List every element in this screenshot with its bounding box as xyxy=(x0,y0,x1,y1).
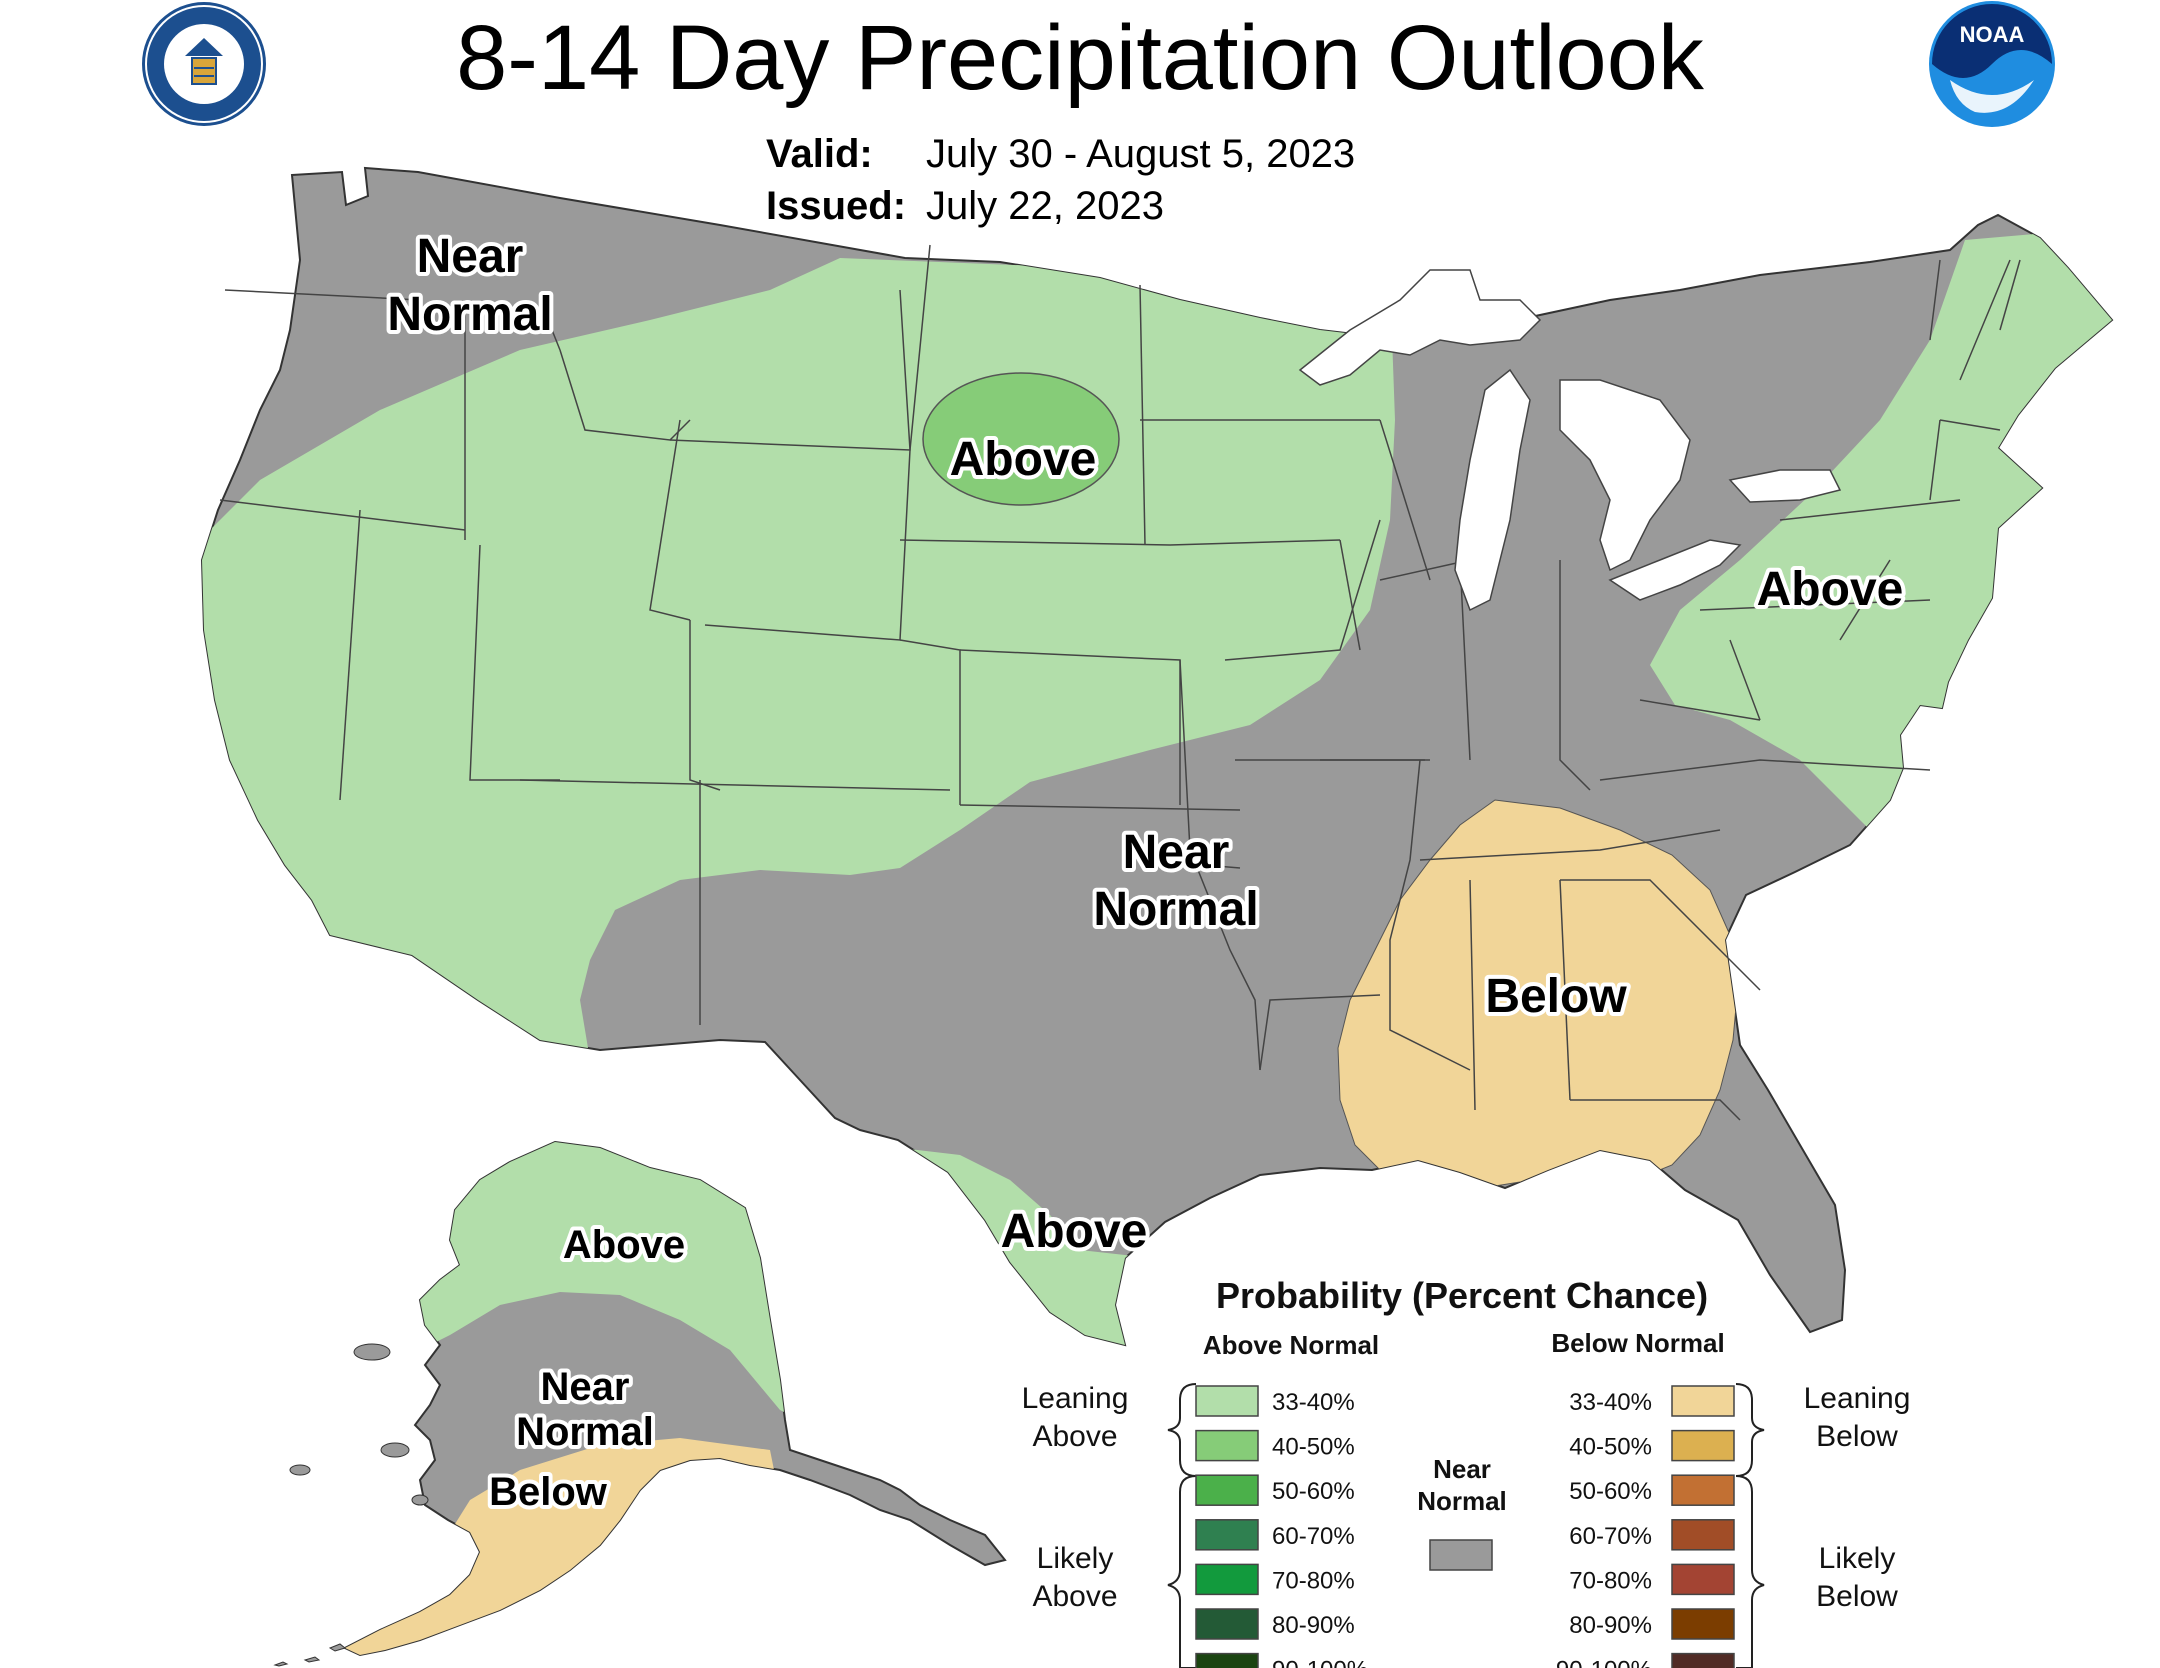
texas-above-label: Above xyxy=(1001,1205,1148,1258)
legend-item-label: 40-50% xyxy=(1272,1434,1355,1461)
nw-near-normal-label: Near xyxy=(417,230,524,283)
legend-swatch xyxy=(1671,1652,1735,1668)
legend-swatch xyxy=(1671,1519,1735,1551)
map-title: 8-14 Day Precipitation Outlook xyxy=(456,7,1704,109)
legend-swatch xyxy=(1671,1608,1735,1640)
near-normal-swatch xyxy=(1429,1539,1493,1571)
plains-above-label: Above xyxy=(950,433,1097,486)
lake-michigan xyxy=(1454,368,1531,612)
alaska-island xyxy=(289,1464,311,1476)
lake-erie xyxy=(1608,539,1742,601)
legend-swatch xyxy=(1195,1608,1259,1640)
legend-item-label: 70-80% xyxy=(1272,1567,1355,1594)
legend-item-label: 90-100% xyxy=(1272,1657,1368,1668)
issued-date: July 22, 2023 xyxy=(926,184,1164,228)
legend-braces xyxy=(1167,1383,1765,1668)
nw-near-normal-label-2: Normal xyxy=(387,288,552,341)
leaning-below-label-2: Below xyxy=(1816,1420,1898,1453)
legend: Probability (Percent Chance) Above Norma… xyxy=(1022,1275,1911,1668)
legend-swatch xyxy=(1195,1563,1259,1596)
alaska-below-label: Below xyxy=(489,1470,608,1514)
legend-swatch xyxy=(1671,1563,1735,1596)
conus-region-labels: Near Normal Above Above Near Normal Belo… xyxy=(383,226,1907,1262)
conus-map: Near Normal Above Above Near Normal Belo… xyxy=(200,166,2114,1347)
issued-row: Issued: July 22, 2023 xyxy=(766,180,1355,232)
legend-item-label: 60-70% xyxy=(1569,1523,1652,1550)
below-legend-items: 33-40% 40-50% 50-60% 60-70% 70-80% 80-90% 90-1… xyxy=(1556,1385,1735,1668)
legend-item-label: 33-40% xyxy=(1272,1389,1355,1416)
noaa-logo-text: NOAA xyxy=(1960,22,2025,47)
valid-label: Valid: xyxy=(766,132,873,176)
legend-swatch xyxy=(1195,1474,1259,1506)
alaska-near-normal-label: Near xyxy=(541,1365,630,1409)
legend-item-label: 50-60% xyxy=(1272,1478,1355,1505)
state-boundaries xyxy=(219,244,2021,1121)
central-near-normal-label-2: Normal xyxy=(1093,883,1258,936)
noaa-logo-icon: NOAA xyxy=(1929,1,2055,127)
legend-item-label: 80-90% xyxy=(1569,1612,1652,1639)
northeast-above-region xyxy=(1650,230,2112,830)
aleutian-chain xyxy=(273,1643,347,1667)
legend-title: Probability (Percent Chance) xyxy=(1216,1275,1708,1316)
alaska-above-region xyxy=(400,1142,800,1420)
central-near-normal-label: Near xyxy=(1123,826,1230,879)
alaska-island xyxy=(353,1343,391,1361)
leaning-above-brace xyxy=(1167,1383,1197,1477)
lake-superior xyxy=(1298,269,1542,386)
alaska-map: Above Near Normal Below xyxy=(273,1140,1007,1667)
likely-below-label-2: Below xyxy=(1816,1580,1898,1613)
date-block: Valid: July 30 - August 5, 2023 Issued: Ju… xyxy=(766,128,1355,232)
legend-item-label: 90-100% xyxy=(1556,1657,1652,1668)
southeast-below-label: Below xyxy=(1485,970,1627,1023)
legend-above-header: Above Normal xyxy=(1203,1330,1379,1360)
alaska-islands xyxy=(273,1343,429,1667)
valid-dates: July 30 - August 5, 2023 xyxy=(926,132,1356,176)
valid-row: Valid: July 30 - August 5, 2023 xyxy=(766,128,1355,180)
legend-swatch xyxy=(1195,1652,1259,1668)
likely-above-label-2: Above xyxy=(1032,1580,1117,1613)
legend-item-label: 80-90% xyxy=(1272,1612,1355,1639)
alaska-island xyxy=(411,1494,429,1506)
leaning-above-label: Leaning xyxy=(1022,1382,1129,1415)
plains-above-40-50-region xyxy=(922,372,1120,506)
legend-swatch xyxy=(1195,1519,1259,1551)
legend-below-header: Below Normal xyxy=(1551,1328,1724,1358)
legend-item-label: 33-40% xyxy=(1569,1389,1652,1416)
lake-huron xyxy=(1559,379,1691,572)
likely-above-brace xyxy=(1167,1475,1197,1668)
near-normal-legend-label-2: Normal xyxy=(1417,1486,1507,1516)
legend-item-label: 70-80% xyxy=(1569,1567,1652,1594)
legend-swatch xyxy=(1671,1474,1735,1506)
leaning-above-label-2: Above xyxy=(1032,1420,1117,1453)
alaska-near-normal-label-2: Normal xyxy=(516,1410,654,1454)
issued-label: Issued: xyxy=(766,184,907,228)
legend-swatch xyxy=(1195,1385,1259,1417)
alaska-region-labels: Above Near Normal Below xyxy=(485,1219,689,1518)
legend-swatch xyxy=(1671,1429,1735,1462)
legend-swatch xyxy=(1671,1385,1735,1417)
above-legend-items: 33-40% 40-50% 50-60% 60-70% 70-80% 80-90% 90-1… xyxy=(1195,1385,1368,1668)
alaska-island xyxy=(380,1442,410,1458)
leaning-below-brace xyxy=(1735,1383,1765,1477)
legend-item-label: 50-60% xyxy=(1569,1478,1652,1505)
legend-item-label: 40-50% xyxy=(1569,1434,1652,1461)
leaning-below-label: Leaning xyxy=(1804,1382,1911,1415)
near-normal-legend-label: Near xyxy=(1433,1454,1491,1484)
likely-below-brace xyxy=(1735,1475,1765,1668)
northeast-above-label: Above xyxy=(1757,563,1904,616)
great-lakes xyxy=(1298,269,1842,612)
likely-below-label: Likely xyxy=(1819,1542,1896,1575)
alaska-above-label: Above xyxy=(563,1223,685,1267)
likely-above-label: Likely xyxy=(1037,1542,1114,1575)
legend-swatch xyxy=(1195,1429,1259,1462)
commerce-seal-icon xyxy=(142,2,266,126)
lake-ontario xyxy=(1728,469,1842,503)
legend-item-label: 60-70% xyxy=(1272,1523,1355,1550)
